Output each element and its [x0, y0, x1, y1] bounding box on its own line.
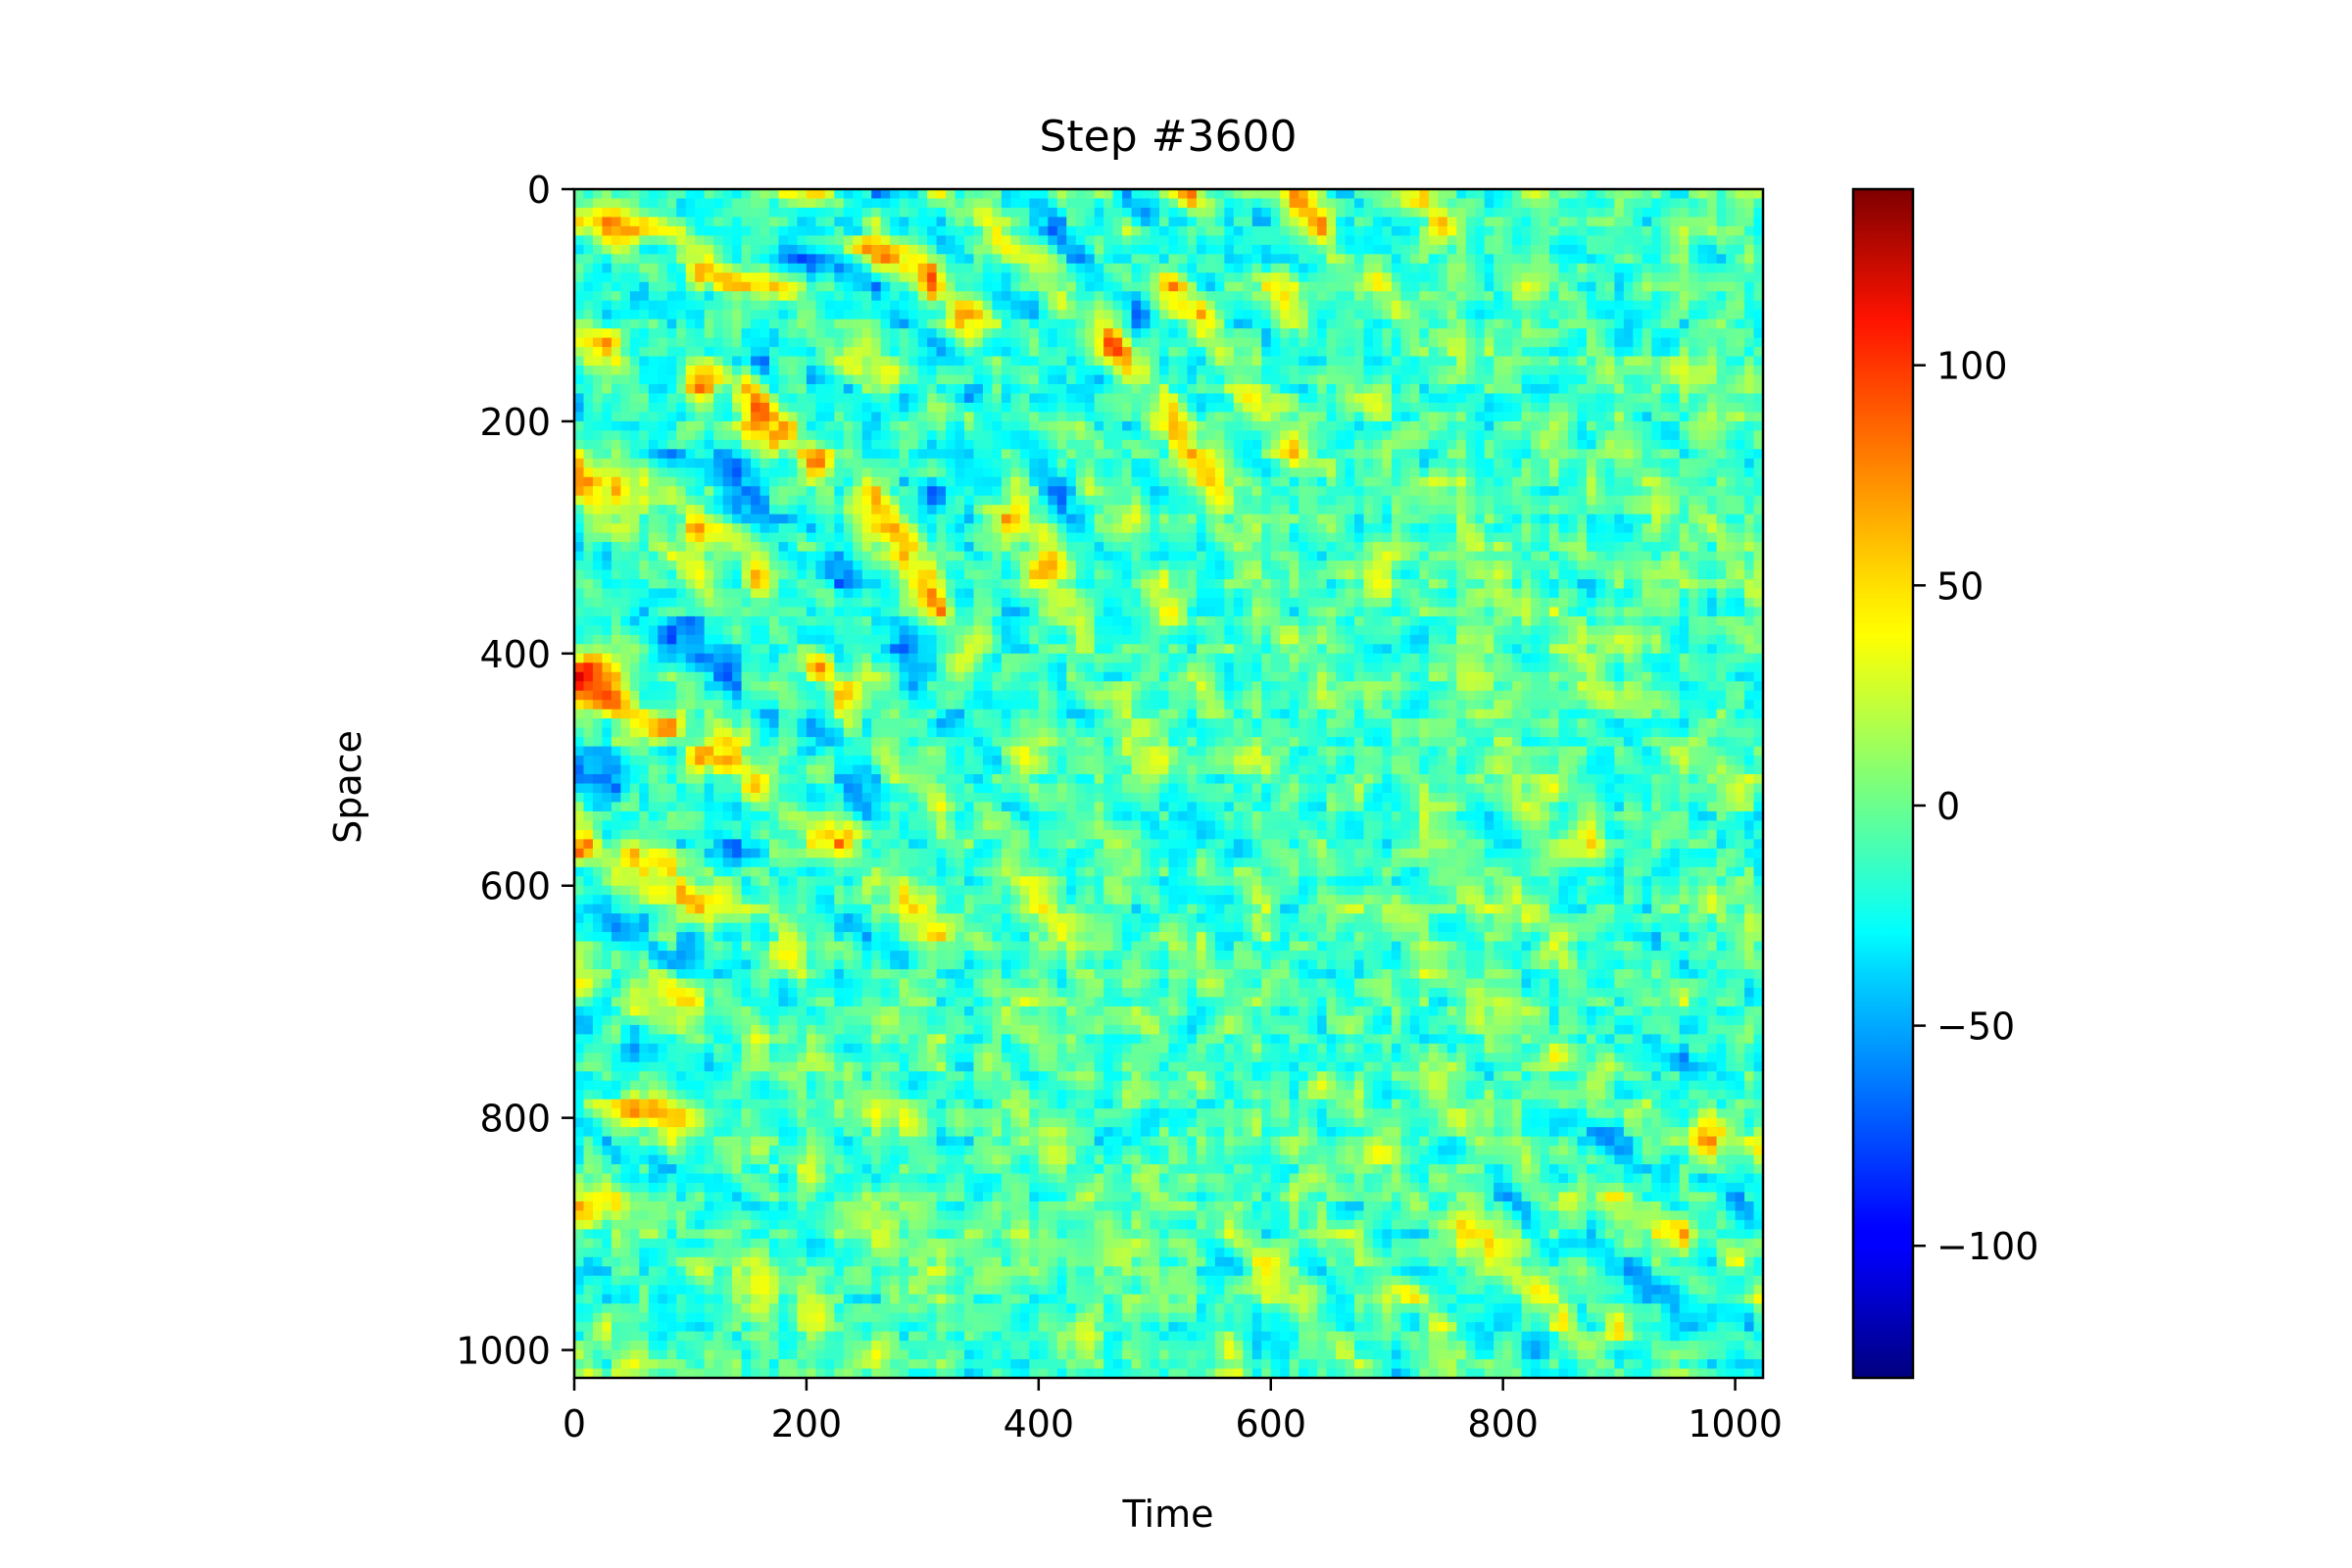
chart-title: Step #3600 — [1039, 112, 1297, 162]
x-tick-label: 200 — [771, 1402, 843, 1446]
y-tick-label: 1000 — [456, 1330, 551, 1373]
x-axis: 0 200 400 600 800 1000 — [563, 1378, 1783, 1446]
x-tick-label: 400 — [1004, 1402, 1075, 1446]
y-tick-label: 600 — [479, 865, 551, 908]
colorbar — [1851, 187, 1915, 1380]
plot-frame — [572, 187, 1765, 1380]
y-tick-label: 800 — [479, 1098, 551, 1141]
y-tick-label: 200 — [479, 401, 551, 444]
x-tick-label: 600 — [1235, 1402, 1306, 1446]
x-axis-label: Time — [1122, 1493, 1214, 1536]
colorbar-tick-label: 100 — [1936, 345, 2008, 388]
heatmap-image — [574, 189, 1763, 1378]
x-tick-label: 0 — [563, 1402, 586, 1446]
y-axis-label: Space — [326, 730, 369, 844]
y-axis: 0 200 400 600 800 1000 — [456, 169, 574, 1373]
x-tick-label: 1000 — [1688, 1402, 1783, 1446]
colorbar-tick-label: −100 — [1936, 1225, 2038, 1268]
colorbar-tick-label: 50 — [1936, 564, 1984, 608]
y-tick-label: 0 — [527, 169, 551, 212]
colorbar-tick-label: 0 — [1936, 785, 1960, 828]
colorbar-tick-label: −50 — [1936, 1005, 2015, 1049]
y-tick-label: 400 — [479, 633, 551, 676]
colorbar-axis: 100 50 0 −50 −100 — [1913, 345, 2038, 1268]
x-tick-label: 800 — [1467, 1402, 1539, 1446]
